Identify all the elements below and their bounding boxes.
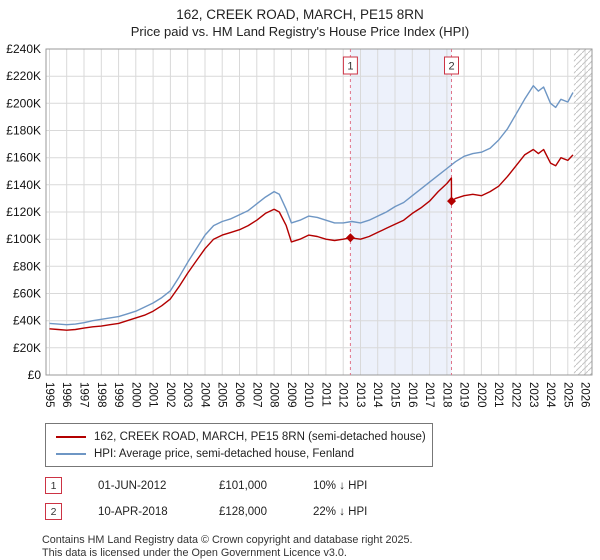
sale-1-date: 01-JUN-2012	[98, 479, 167, 492]
svg-text:2013: 2013	[354, 382, 366, 408]
svg-text:1996: 1996	[60, 382, 72, 408]
svg-text:£40K: £40K	[13, 314, 41, 328]
sale-2-date: 10-APR-2018	[98, 505, 168, 518]
legend-property-label: 162, CREEK ROAD, MARCH, PE15 8RN (semi-d…	[94, 430, 426, 443]
svg-text:2002: 2002	[164, 382, 176, 408]
svg-text:£180K: £180K	[6, 124, 41, 138]
svg-text:2004: 2004	[199, 382, 211, 408]
svg-text:2010: 2010	[302, 382, 314, 408]
svg-text:2020: 2020	[475, 382, 487, 408]
page-title: 162, CREEK ROAD, MARCH, PE15 8RN	[176, 7, 424, 22]
sale-1-price: £101,000	[219, 479, 267, 492]
sale-2-hpi-delta: 22% ↓ HPI	[313, 505, 368, 518]
svg-text:2014: 2014	[371, 382, 383, 408]
footer-line-2: This data is licensed under the Open Gov…	[42, 547, 347, 560]
sale-1-hpi-delta: 10% ↓ HPI	[313, 479, 368, 492]
sales-list: 1 01-JUN-2012 £101,000 10% ↓ HPI 2 10-AP…	[0, 477, 600, 520]
svg-text:2003: 2003	[181, 382, 193, 408]
svg-text:£0: £0	[28, 368, 42, 382]
sale-row-2: 2 10-APR-2018 £128,000 22% ↓ HPI	[45, 503, 600, 520]
svg-text:2021: 2021	[492, 382, 504, 408]
sale-row-1: 1 01-JUN-2012 £101,000 10% ↓ HPI	[45, 477, 600, 494]
svg-text:2016: 2016	[406, 382, 418, 408]
svg-text:£80K: £80K	[13, 259, 41, 273]
svg-text:1998: 1998	[95, 382, 107, 408]
legend-item-hpi: HPI: Average price, semi-detached house,…	[52, 445, 426, 462]
svg-text:1: 1	[347, 61, 353, 73]
svg-text:£100K: £100K	[6, 232, 41, 246]
svg-text:2005: 2005	[216, 382, 228, 408]
svg-text:2017: 2017	[423, 382, 435, 408]
svg-text:£240K: £240K	[6, 42, 41, 56]
svg-text:£120K: £120K	[6, 205, 41, 219]
sale-2-price: £128,000	[219, 505, 267, 518]
svg-text:2026: 2026	[579, 382, 591, 408]
copyright-footer: Contains HM Land Registry data © Crown c…	[42, 534, 600, 560]
page-subtitle: Price paid vs. HM Land Registry's House …	[130, 24, 470, 39]
hpi-line-swatch	[56, 452, 86, 455]
svg-text:2009: 2009	[285, 382, 297, 408]
legend-hpi-label: HPI: Average price, semi-detached house,…	[94, 447, 354, 460]
svg-text:£140K: £140K	[6, 178, 41, 192]
svg-text:2022: 2022	[510, 382, 522, 408]
svg-text:2: 2	[448, 61, 454, 73]
svg-text:1995: 1995	[43, 382, 55, 408]
svg-text:£220K: £220K	[6, 69, 41, 83]
sale-1-marker: 1	[45, 477, 62, 494]
svg-text:1997: 1997	[78, 382, 90, 408]
svg-text:2006: 2006	[233, 382, 245, 408]
svg-text:£160K: £160K	[6, 151, 41, 165]
svg-text:£60K: £60K	[13, 287, 41, 301]
chart-legend: 162, CREEK ROAD, MARCH, PE15 8RN (semi-d…	[45, 423, 433, 467]
svg-text:2000: 2000	[129, 382, 141, 408]
svg-text:2018: 2018	[440, 382, 452, 408]
svg-text:£200K: £200K	[6, 96, 41, 110]
legend-item-property: 162, CREEK ROAD, MARCH, PE15 8RN (semi-d…	[52, 428, 426, 445]
svg-text:2012: 2012	[337, 382, 349, 408]
sale-2-marker: 2	[45, 503, 62, 520]
svg-text:2001: 2001	[147, 382, 159, 408]
svg-text:2025: 2025	[561, 382, 573, 408]
svg-text:2015: 2015	[389, 382, 401, 408]
svg-text:2008: 2008	[268, 382, 280, 408]
svg-text:2019: 2019	[458, 382, 470, 408]
svg-text:2023: 2023	[527, 382, 539, 408]
svg-text:2011: 2011	[319, 382, 331, 407]
svg-text:2024: 2024	[544, 382, 556, 408]
svg-text:£20K: £20K	[13, 341, 41, 355]
price-history-chart: 1 2 £0 £20K £40K £60K £80K £100K £120K £140K £160K…	[6, 42, 593, 408]
property-line-swatch	[56, 435, 86, 438]
svg-text:2007: 2007	[250, 382, 262, 408]
footer-line-1: Contains HM Land Registry data © Crown c…	[42, 534, 413, 546]
svg-text:1999: 1999	[112, 382, 124, 408]
